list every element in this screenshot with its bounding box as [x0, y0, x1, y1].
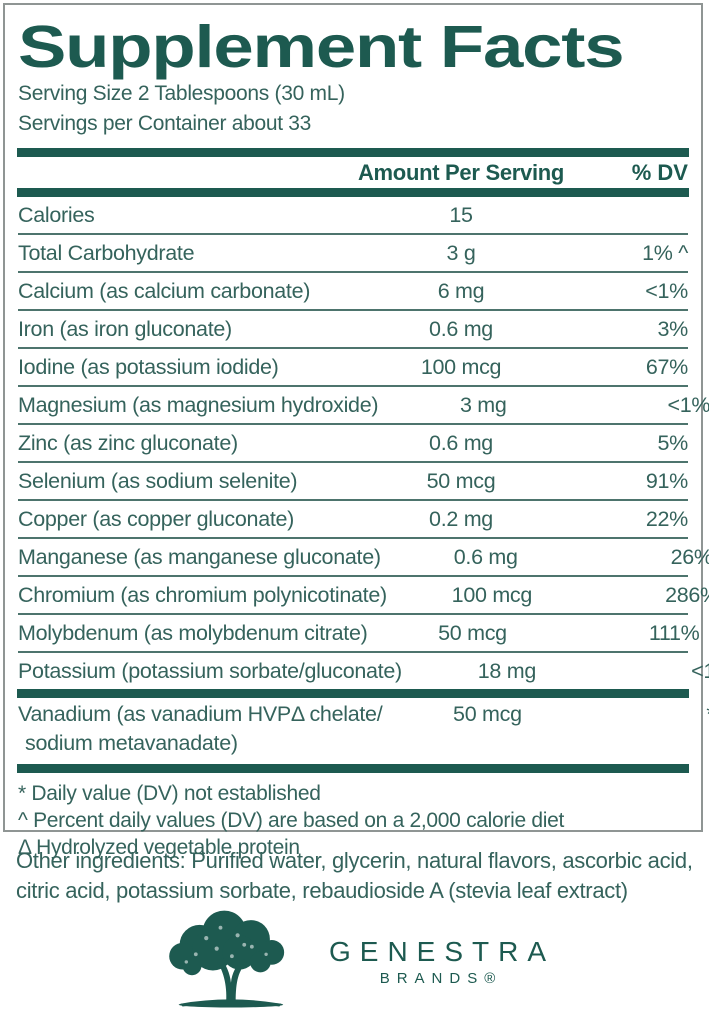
cell-name: Chromium (as chromium polynicotinate)	[18, 582, 387, 607]
table-row: Magnesium (as magnesium hydroxide) 3 mg <1…	[18, 385, 709, 423]
cell-name: Zinc (as zinc gluconate)	[18, 430, 238, 455]
footnote-percent-dv-basis: ^ Percent daily values (DV) are based on…	[18, 809, 565, 832]
table-row: Molybdenum (as molybdenum citrate) 50 mcg…	[18, 613, 700, 651]
cell-dv: 5%	[657, 430, 689, 455]
divider-thick	[17, 764, 689, 773]
vanadium-name-line2: sodium metavanadate)	[25, 731, 238, 755]
divider-thick	[17, 188, 689, 197]
table-row: Total Carbohydrate 3 g 1% ^	[18, 233, 688, 271]
cell-name: Selenium (as sodium selenite)	[18, 468, 298, 493]
cell-amount: 50 mcg	[426, 468, 496, 493]
cell-dv: *	[592, 700, 709, 729]
header-amount-per-serving: Amount Per Serving	[357, 159, 565, 185]
cell-amount: 100 mcg	[420, 354, 502, 379]
table-row: Copper (as copper gluconate) 0.2 mg 22%	[18, 499, 688, 537]
footnotes: * Daily value (DV) not established ^ Per…	[18, 773, 688, 861]
brand-wordmark: GENESTRA BRANDS®	[320, 936, 555, 990]
table-row: Potassium (potassium sorbate/gluconate) 1…	[18, 651, 709, 689]
table-row: Manganese (as manganese gluconate) 0.6 mg…	[18, 537, 709, 575]
brand-subtitle: BRANDS®	[379, 969, 503, 987]
table-row: Calcium (as calcium carbonate) 6 mg <1%	[18, 271, 688, 309]
table-row-vanadium: Vanadium (as vanadium HVPΔ chelate/ sodi…	[18, 698, 709, 764]
cell-amount: 0.6 mg	[429, 430, 493, 455]
table-row: Iodine (as potassium iodide) 100 mcg 67%	[18, 347, 688, 385]
cell-dv: 91%	[645, 468, 688, 493]
footnote-hvp: Δ Hydrolyzed vegetable protein	[18, 836, 300, 859]
supplement-facts-panel: Supplement Facts Serving Size 2 Tablespo…	[3, 3, 709, 859]
cell-name: Iron (as iron gluconate)	[18, 316, 232, 341]
cell-name: Magnesium (as magnesium hydroxide)	[18, 392, 379, 417]
cell-name: Calcium (as calcium carbonate)	[18, 278, 311, 303]
other-ingredients-text: Other ingredients: Purified water, glyce…	[16, 848, 693, 903]
cell-dv: 22%	[645, 506, 688, 531]
cell-dv: 286%	[665, 582, 709, 607]
header-percent-dv: % DV	[631, 159, 688, 185]
divider-thick	[17, 689, 689, 698]
table-row: Selenium (as sodium selenite) 50 mcg 91%	[18, 461, 688, 499]
nutrient-rows: Calories 15 Total Carbohydrate 3 g 1% ^ Calci…	[18, 197, 709, 689]
cell-name: Vanadium (as vanadium HVPΔ chelate/ sodi…	[18, 700, 383, 758]
cell-name: Calories	[18, 202, 95, 227]
table-row: Calories 15	[18, 197, 688, 233]
servings-per-container: Servings per Container about 33	[18, 112, 312, 135]
brand-name: GENESTRA	[328, 935, 556, 967]
cell-dv: 67%	[645, 354, 688, 379]
cell-dv: 1% ^	[642, 240, 688, 265]
cell-amount: 0.6 mg	[453, 544, 518, 569]
cell-amount: 100 mcg	[451, 582, 533, 607]
brand-logo: GENESTRA BRANDS®	[0, 905, 709, 1020]
vanadium-name-line1: Vanadium (as vanadium HVPΔ chelate/	[18, 702, 383, 726]
serving-size: Serving Size 2 Tablespoons (30 mL)	[18, 82, 345, 105]
cell-amount: 3 g	[446, 240, 476, 265]
cell-dv: 3%	[657, 316, 689, 341]
cell-name: Iodine (as potassium iodide)	[18, 354, 279, 379]
cell-dv: 26%	[670, 544, 709, 569]
table-header-row: Amount Per Serving % DV	[18, 157, 688, 188]
cell-amount: 0.6 mg	[429, 316, 493, 341]
table-row: Iron (as iron gluconate) 0.6 mg 3%	[18, 309, 688, 347]
cell-amount: 3 mg	[459, 392, 507, 417]
cell-amount: 6 mg	[437, 278, 485, 303]
tree-icon	[154, 904, 306, 1021]
cell-amount: 15	[449, 202, 473, 227]
cell-amount: 18 mg	[477, 658, 537, 683]
cell-name: Total Carbohydrate	[18, 240, 195, 265]
cell-name: Potassium (potassium sorbate/gluconate)	[18, 658, 402, 683]
cell-dv: <1%	[667, 392, 709, 417]
cell-dv: 111%	[648, 620, 700, 645]
table-row: Chromium (as chromium polynicotinate) 100…	[18, 575, 709, 613]
divider-thick	[17, 148, 689, 157]
footnote-dv-not-established: * Daily value (DV) not established	[18, 782, 321, 805]
cell-name: Copper (as copper gluconate)	[18, 506, 295, 531]
table-row: Zinc (as zinc gluconate) 0.6 mg 5%	[18, 423, 688, 461]
panel-title: Supplement Facts	[18, 14, 625, 80]
cell-name: Molybdenum (as molybdenum citrate)	[18, 620, 368, 645]
cell-amount: 50 mcg	[438, 620, 507, 645]
cell-dv: <1%	[645, 278, 688, 303]
cell-dv: <1%	[691, 658, 709, 683]
cell-amount: 0.2 mg	[429, 506, 493, 531]
cell-amount: 50 mcg	[453, 702, 522, 726]
cell-name: Manganese (as manganese gluconate)	[18, 544, 381, 569]
